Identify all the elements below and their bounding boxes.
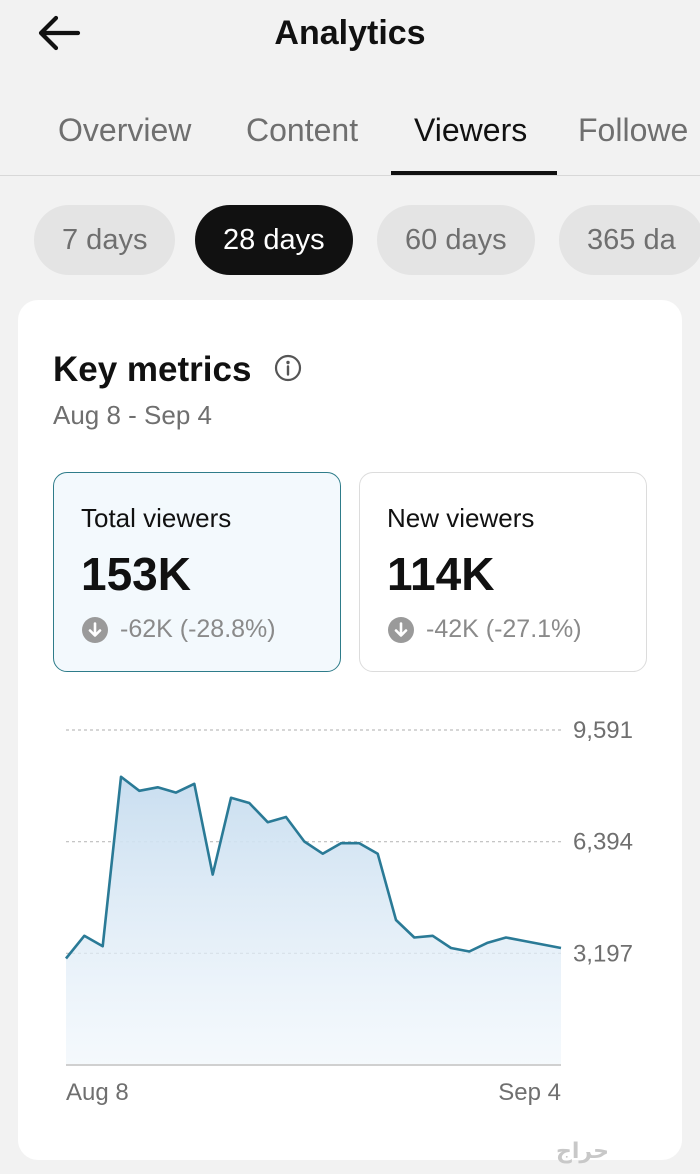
arrow-down-circle-icon: [388, 617, 414, 643]
tab-overview[interactable]: Overview: [58, 112, 192, 148]
x-tick-label-end: Sep 4: [498, 1079, 561, 1106]
period-chip-7-days[interactable]: 7 days: [34, 205, 176, 275]
metric-value: 114K: [387, 548, 495, 600]
period-chip-365-days[interactable]: 365 da: [559, 205, 700, 275]
data-point-2: [101, 944, 105, 948]
y-tick-label: 9,591: [573, 717, 633, 744]
data-point-15: [339, 841, 343, 845]
key-metrics-title: Key metrics: [53, 350, 252, 389]
data-point-7: [192, 782, 196, 786]
data-point-26: [541, 942, 545, 946]
metric-label: New viewers: [387, 503, 535, 533]
data-point-4: [137, 789, 141, 793]
viewers-line-chart: 9,591 6,394 3,197 Aug 8 Sep 4: [64, 717, 633, 1106]
series-line: [64, 775, 562, 960]
data-point-8: [211, 873, 215, 877]
data-point-0: [64, 956, 68, 960]
arrow-down-circle-icon: [82, 617, 108, 643]
page-title: Analytics: [274, 14, 426, 52]
metric-value: 153K: [81, 548, 191, 600]
series-area: [66, 776, 561, 1065]
active-tab-indicator: [391, 171, 557, 175]
tab-content[interactable]: Content: [246, 112, 359, 148]
data-point-9: [229, 796, 233, 800]
data-point-27: [559, 946, 563, 950]
x-tick-label-start: Aug 8: [66, 1079, 129, 1106]
data-point-12: [284, 815, 288, 819]
data-point-22: [467, 949, 471, 953]
header: Analytics: [0, 0, 700, 80]
metric-label: Total viewers: [81, 503, 232, 533]
data-point-6: [174, 791, 178, 795]
data-point-1: [82, 934, 86, 938]
tab-viewers[interactable]: Viewers: [414, 112, 528, 148]
data-point-24: [504, 936, 508, 940]
y-tick-label: 3,197: [573, 940, 633, 967]
data-point-5: [156, 785, 160, 789]
data-point-20: [431, 934, 435, 938]
y-tick-label: 6,394: [573, 829, 633, 856]
tab-bar: Overview Content Viewers Followe: [0, 96, 700, 176]
data-point-21: [449, 946, 453, 950]
back-button[interactable]: [30, 8, 94, 58]
data-point-25: [522, 939, 526, 943]
data-point-23: [486, 941, 490, 945]
data-point-17: [376, 852, 380, 856]
date-range: Aug 8 - Sep 4: [53, 400, 212, 430]
data-point-3: [119, 775, 123, 779]
data-point-10: [247, 801, 251, 805]
data-point-13: [302, 839, 306, 843]
info-circle-icon[interactable]: [273, 353, 303, 383]
metric-card-new-viewers[interactable]: New viewers 114K -42K (-27.1%): [359, 472, 647, 672]
period-chip-28-days[interactable]: 28 days: [195, 205, 353, 275]
metric-change: -62K (-28.8%): [120, 615, 276, 643]
tab-followers[interactable]: Followe: [578, 112, 689, 148]
data-point-11: [266, 820, 270, 824]
metric-card-total-viewers[interactable]: Total viewers 153K -62K (-28.8%): [53, 472, 341, 672]
watermark: حراج: [556, 1138, 609, 1163]
data-point-16: [357, 841, 361, 845]
data-point-18: [394, 918, 398, 922]
arrow-left-icon: [38, 15, 81, 51]
data-point-14: [321, 852, 325, 856]
key-metrics-card: Key metrics Aug 8 - Sep 4 Total viewers …: [18, 300, 682, 1160]
data-point-19: [412, 936, 416, 940]
period-selector: 7 days 28 days 60 days 365 da: [0, 205, 700, 275]
period-chip-60-days[interactable]: 60 days: [377, 205, 535, 275]
metric-change: -42K (-27.1%): [426, 615, 582, 643]
